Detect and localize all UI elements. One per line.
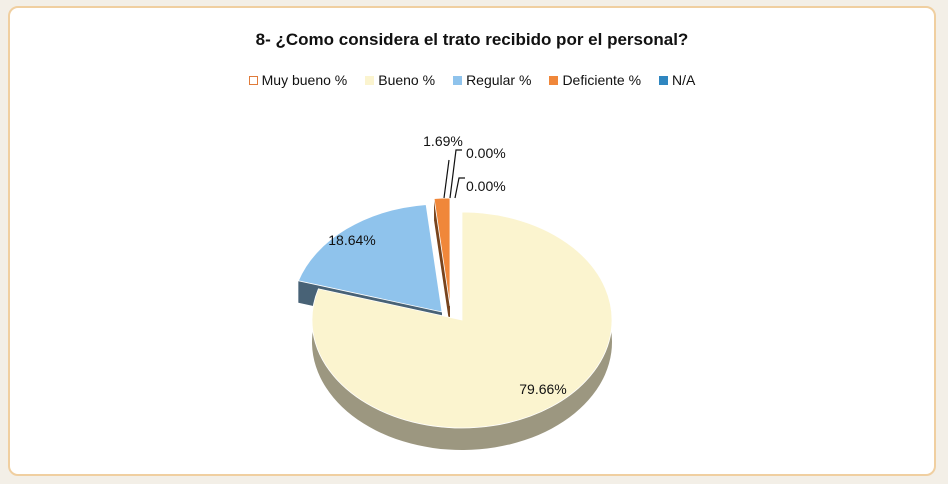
- pie-slice-deficiente: [433, 197, 451, 307]
- data-label-0: 0.00%: [466, 178, 506, 194]
- legend-swatch-bueno: [365, 75, 375, 85]
- legend-item-bueno: Bueno %: [365, 72, 435, 88]
- leader-line-0: [443, 159, 450, 199]
- pie-top-layer: [297, 197, 613, 429]
- legend-label-muy-bueno: Muy bueno %: [261, 72, 348, 88]
- legend-label-deficiente: Deficiente %: [562, 72, 642, 88]
- legend-item-deficiente: Deficiente %: [549, 72, 641, 88]
- data-label-2: 18.64%: [328, 232, 375, 248]
- legend-label-na: N/A: [672, 72, 696, 88]
- leader-line-1: [449, 149, 462, 199]
- legend-item-na: N/A: [659, 72, 695, 88]
- leader-lines: [443, 149, 465, 199]
- legend-item-muy-bueno: Muy bueno %: [248, 72, 348, 88]
- slice-wall-3-0: [434, 198, 450, 328]
- pie-slice-regular: [297, 204, 443, 313]
- chart-legend: Muy bueno % Bueno % Regular % Deficiente…: [10, 72, 934, 88]
- legend-item-regular: Regular %: [453, 72, 531, 88]
- leader-line-2: [454, 177, 465, 199]
- legend-label-regular: Regular %: [466, 72, 532, 88]
- data-label-1: 79.66%: [519, 381, 566, 397]
- legend-label-bueno: Bueno %: [378, 72, 436, 88]
- data-labels: 79.66%18.64%1.69%0.00%0.00%: [328, 133, 566, 397]
- pie-slice-bueno: [311, 211, 613, 429]
- legend-swatch-muy-bueno: [248, 75, 258, 85]
- chart-title: 8- ¿Como considera el trato recibido por…: [255, 30, 689, 49]
- legend-swatch-na: [659, 75, 669, 85]
- legend-swatch-deficiente: [549, 75, 559, 85]
- data-label-4: 0.00%: [466, 145, 506, 161]
- data-label-3: 1.69%: [423, 133, 463, 149]
- legend-swatch-regular: [453, 75, 463, 85]
